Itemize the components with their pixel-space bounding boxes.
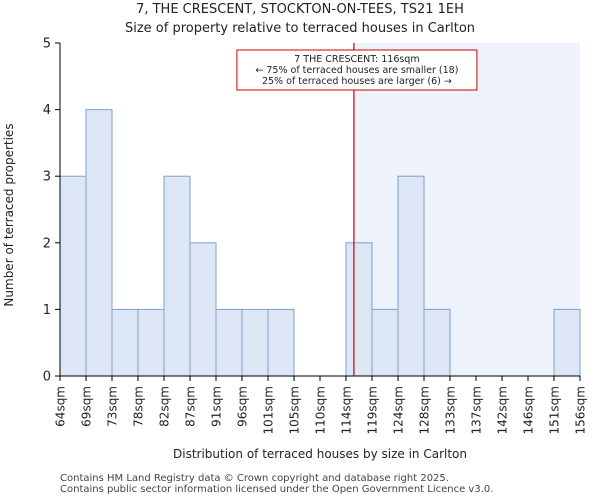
y-tick-label: 5	[43, 37, 51, 52]
y-tick-label: 4	[43, 103, 51, 118]
x-tick-label: 73sqm	[106, 386, 120, 427]
bar	[345, 242, 373, 377]
x-tick-label: 151sqm	[548, 386, 562, 434]
x-tick-label: 124sqm	[392, 386, 406, 434]
x-tick-label: 119sqm	[366, 386, 380, 434]
x-tick-label: 146sqm	[522, 386, 536, 434]
x-tick-label: 82sqm	[158, 386, 172, 427]
marker-layer: 7 THE CRESCENT: 116sqm← 75% of terraced …	[236, 43, 478, 376]
x-tick-label: 128sqm	[418, 386, 432, 434]
bar	[397, 175, 425, 377]
bar	[267, 308, 295, 377]
x-tick-label: 105sqm	[288, 386, 302, 434]
y-tick-label: 1	[43, 303, 51, 318]
x-tick-label: 114sqm	[340, 386, 354, 434]
chart-title: 7, THE CRESCENT, STOCKTON-ON-TEES, TS21 …	[136, 2, 464, 17]
y-tick-label: 0	[43, 370, 51, 385]
annotation-title: 7 THE CRESCENT: 116sqm	[294, 54, 419, 65]
x-tick-label: 137sqm	[470, 386, 484, 434]
bar	[163, 175, 191, 377]
x-tick-label: 69sqm	[80, 386, 94, 427]
x-tick-label: 156sqm	[574, 386, 588, 434]
bar	[111, 308, 139, 377]
y-tick-label: 3	[43, 170, 51, 185]
bar	[423, 308, 451, 377]
x-tick-label: 64sqm	[54, 386, 68, 427]
bar	[189, 242, 217, 377]
bars-layer	[59, 109, 581, 377]
x-tick-label: 110sqm	[314, 386, 328, 434]
y-axis-label: Number of terraced properties	[2, 123, 16, 306]
bar	[59, 175, 87, 377]
axes-layer: 0 1 2 3 4 5 64sqm 69sqm 73sqm 78sqm 82sqm 87sqm 91sq…	[43, 37, 588, 435]
annotation-box	[236, 49, 478, 91]
bar	[371, 308, 399, 377]
y-tick-label: 2	[43, 236, 51, 251]
x-tick-label: 96sqm	[236, 386, 250, 427]
chart-subtitle: Size of property relative to terraced ho…	[124, 21, 476, 36]
x-tick-label: 87sqm	[184, 386, 198, 427]
x-tick-label: 101sqm	[262, 386, 276, 434]
annotation-smaller-text: ← 75% of terraced houses are smaller (18…	[255, 65, 458, 76]
bar	[241, 308, 269, 377]
x-tick-label: 91sqm	[210, 386, 224, 427]
footer-copyright: Contains HM Land Registry data © Crown c…	[60, 473, 449, 484]
annotation-larger-text: 25% of terraced houses are larger (6) →	[262, 76, 452, 87]
bar	[553, 308, 581, 377]
bar	[137, 308, 165, 377]
bar	[215, 308, 243, 377]
x-tick-label: 78sqm	[132, 386, 146, 427]
x-tick-label: 133sqm	[444, 386, 458, 434]
footer-licence: Contains public sector information licen…	[60, 484, 494, 495]
x-tick-label: 142sqm	[496, 386, 510, 434]
x-axis-label: Distribution of terraced houses by size …	[173, 447, 467, 461]
bar	[85, 109, 113, 377]
